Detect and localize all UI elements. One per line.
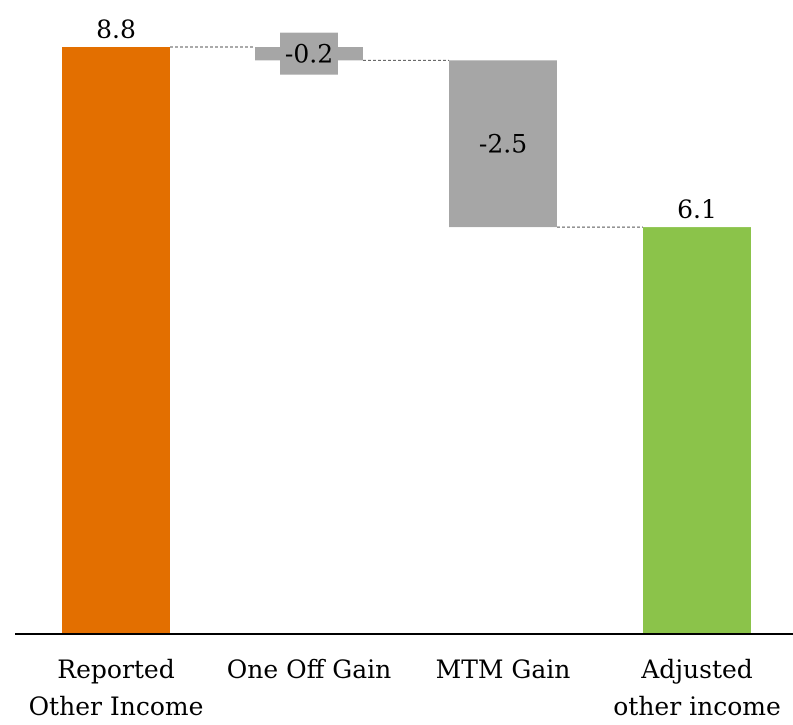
connector-lines <box>170 46 643 228</box>
category-label-line: other income <box>613 692 781 721</box>
category-label-line: One Off Gain <box>227 655 392 684</box>
bar <box>643 227 751 634</box>
bar <box>62 47 170 634</box>
category-label-line: Other Income <box>29 692 204 721</box>
data-label: 6.1 <box>677 195 717 224</box>
bar <box>449 60 557 228</box>
category-label-line: Reported <box>57 655 174 684</box>
category-label: Reported Other Income <box>29 655 204 721</box>
data-label: -2.5 <box>479 130 527 159</box>
category-label-line: MTM Gain <box>436 655 571 684</box>
category-label: One Off Gain <box>227 655 392 684</box>
data-labels-group: 8.8 -0.2 -2.5 6.1 <box>96 15 717 224</box>
category-labels-group: Reported Other Income One Off Gain MTM Gain… <box>29 655 781 721</box>
data-label: -0.2 <box>285 40 333 69</box>
data-label-background <box>280 32 338 75</box>
category-label: Adjusted other income <box>613 655 781 721</box>
category-label-line: Adjusted <box>640 655 753 684</box>
bars-group <box>62 47 751 634</box>
data-label: 8.8 <box>96 15 136 44</box>
category-label: MTM Gain <box>436 655 571 684</box>
